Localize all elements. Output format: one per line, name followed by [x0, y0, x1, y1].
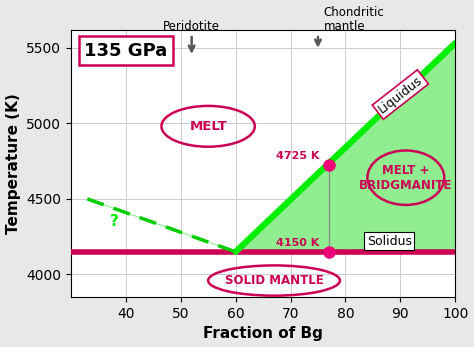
X-axis label: Fraction of Bg: Fraction of Bg: [203, 327, 323, 341]
Text: Liquidus: Liquidus: [376, 73, 425, 116]
Text: MELT: MELT: [189, 120, 227, 133]
Text: Chondritic
mantle: Chondritic mantle: [323, 6, 384, 33]
Y-axis label: Temperature (K): Temperature (K): [6, 93, 20, 234]
Text: MELT +
BRIDGMANITE: MELT + BRIDGMANITE: [359, 164, 453, 192]
Text: SOLID MANTLE: SOLID MANTLE: [225, 274, 323, 287]
Text: 4725 K: 4725 K: [276, 151, 319, 161]
Text: Peridotite: Peridotite: [163, 19, 220, 33]
Polygon shape: [87, 199, 236, 252]
Text: 4150 K: 4150 K: [276, 238, 319, 248]
Text: Solidus: Solidus: [367, 235, 412, 248]
Text: 135 GPa: 135 GPa: [84, 42, 167, 60]
Polygon shape: [236, 43, 455, 252]
Text: ?: ?: [110, 214, 119, 229]
